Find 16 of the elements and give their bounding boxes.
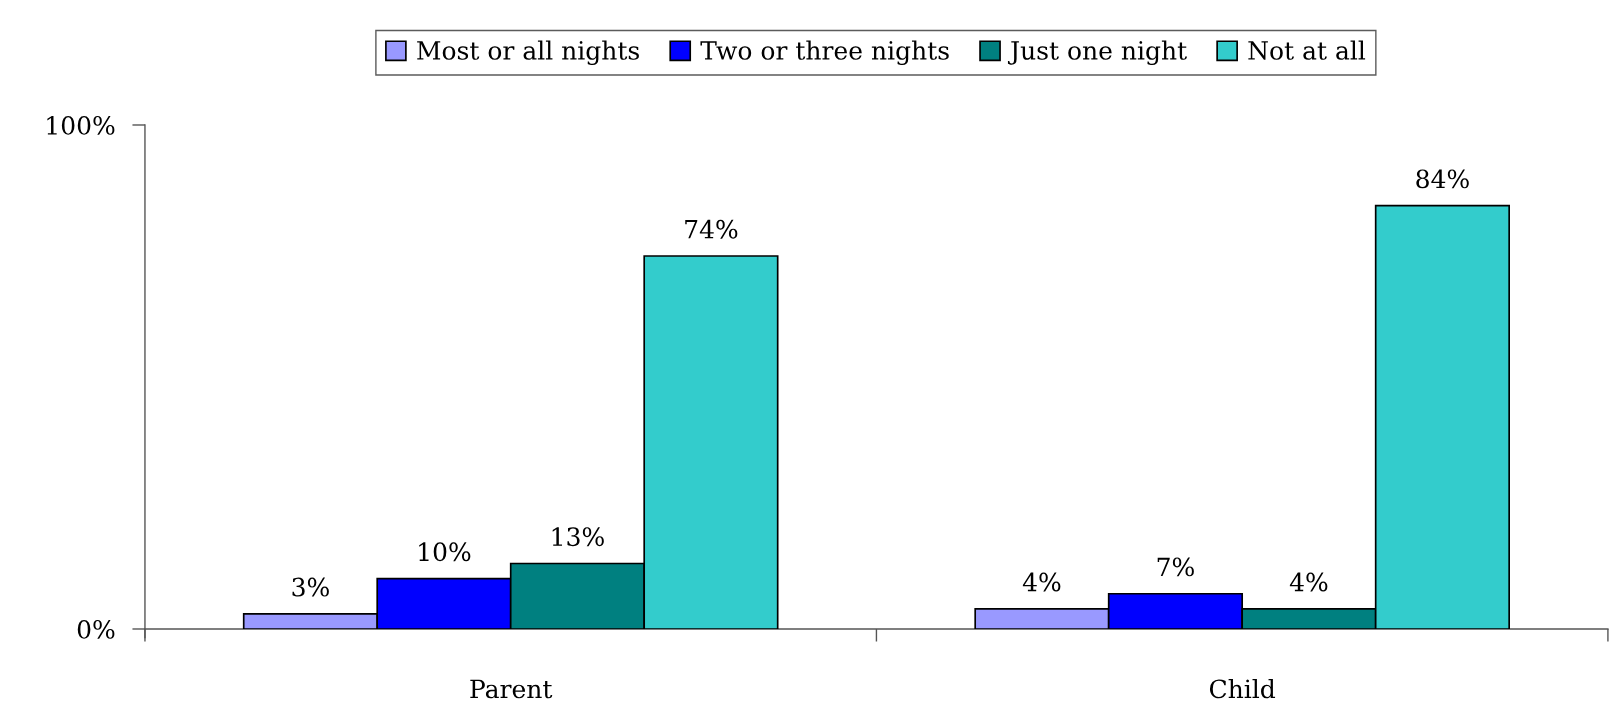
legend-label: Not at all	[1248, 40, 1366, 60]
legend-label: Most or all nights	[417, 40, 639, 66]
data-label: 4%	[1022, 572, 1061, 592]
y-tick-label: 0%	[77, 619, 115, 639]
x-tick-label: Child	[1209, 678, 1276, 699]
data-label: 84%	[1416, 169, 1469, 189]
data-label: 13%	[552, 527, 604, 547]
data-label: 4%	[1289, 572, 1328, 592]
data-label: 10%	[419, 542, 471, 562]
data-label: 7%	[1157, 557, 1194, 577]
x-tick-label: Parent	[470, 679, 553, 699]
legend-label: Just one night	[1007, 40, 1187, 66]
data-label: 74%	[685, 219, 738, 239]
data-label: 3%	[292, 577, 329, 597]
y-tick-label: 100%	[47, 115, 115, 135]
legend-label: Two or three nights	[700, 40, 949, 66]
